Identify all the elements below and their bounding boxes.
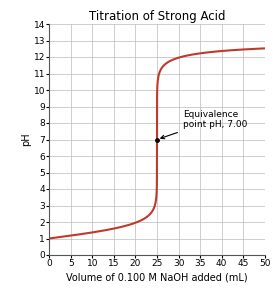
Text: Equivalence
point pH, 7.00: Equivalence point pH, 7.00 — [161, 110, 247, 139]
Title: Titration of Strong Acid: Titration of Strong Acid — [89, 10, 225, 23]
Y-axis label: pH: pH — [21, 133, 31, 146]
X-axis label: Volume of 0.100 M NaOH added (mL): Volume of 0.100 M NaOH added (mL) — [66, 272, 248, 282]
